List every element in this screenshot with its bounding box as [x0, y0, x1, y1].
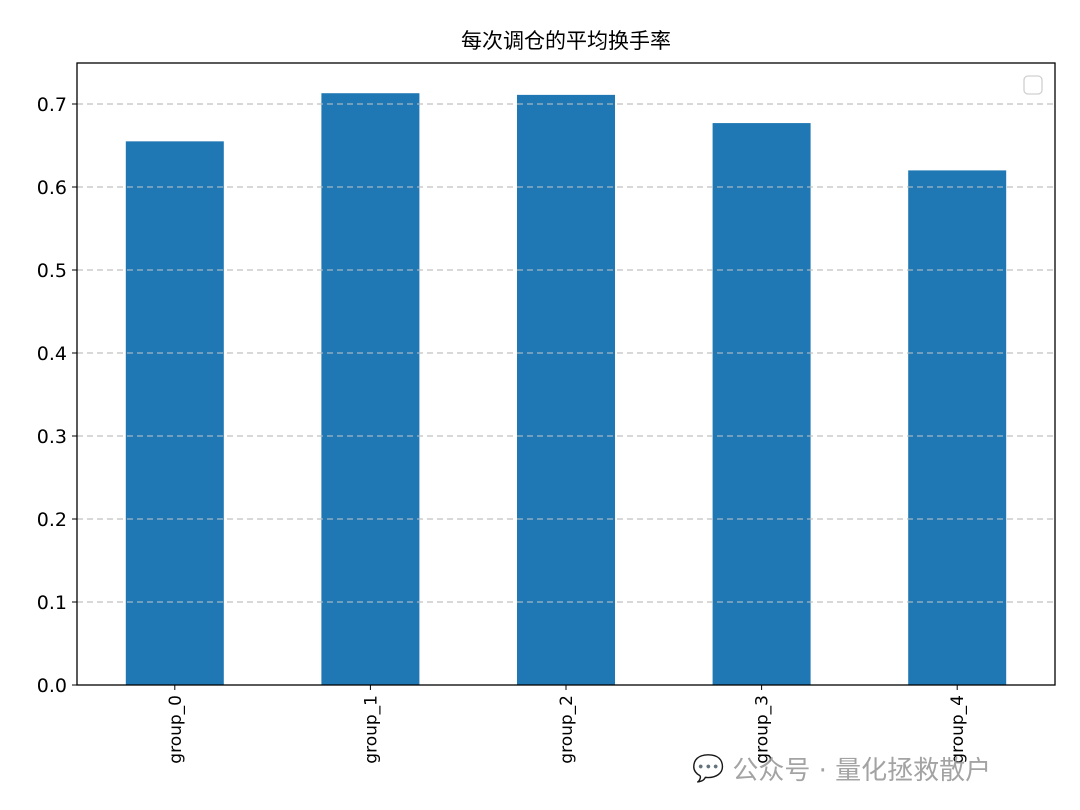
y-tick-label: 0.4 — [37, 343, 67, 365]
y-tick-label: 0.2 — [37, 509, 67, 531]
x-tick-label: group_4 — [948, 695, 968, 764]
y-tick-label: 0.0 — [37, 675, 67, 697]
x-tick-label: group_3 — [753, 695, 773, 764]
y-tick-label: 0.5 — [37, 260, 67, 282]
x-tick-label: group_2 — [557, 695, 577, 764]
legend-box — [1023, 75, 1043, 95]
axes-frame — [76, 62, 1056, 686]
bar-group_1 — [321, 93, 420, 685]
wechat-icon: 💬 — [692, 753, 725, 784]
y-tick-label: 0.7 — [37, 94, 67, 116]
y-tick-label: 0.3 — [37, 426, 67, 448]
x-tick-label: group_0 — [166, 695, 186, 764]
x-tick-label: group_1 — [361, 695, 381, 764]
bar-group_2 — [517, 94, 615, 686]
bar-group_4 — [908, 170, 1007, 685]
chart-title: 每次调仓的平均换手率 — [461, 29, 671, 53]
bar-group_0 — [125, 141, 224, 686]
y-tick-label: 0.6 — [37, 177, 67, 199]
bar-group_3 — [712, 123, 811, 686]
watermark-text: 公众号 · 量化拯救散户 — [732, 756, 992, 786]
watermark: 💬 公众号 · 量化拯救散户 — [692, 750, 991, 787]
y-tick-label: 0.1 — [37, 592, 67, 614]
